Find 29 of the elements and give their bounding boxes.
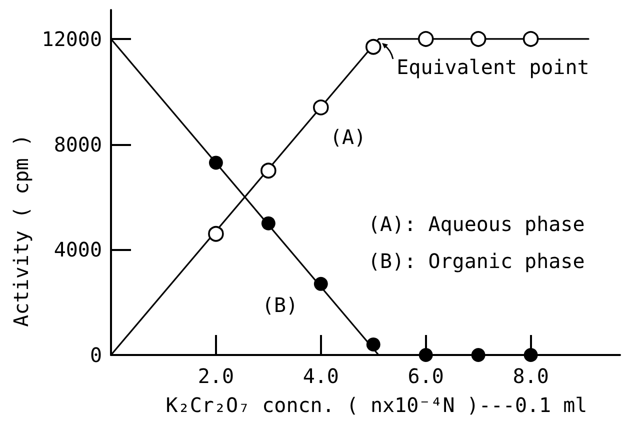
y-tick-label: 0 <box>90 343 102 367</box>
y-tick-label: 4000 <box>54 238 102 262</box>
point <box>208 226 224 242</box>
annotation: (B): Organic phase <box>368 249 585 273</box>
x-tick-label: 4.0 <box>302 364 339 388</box>
annotation: (B) <box>262 293 298 317</box>
annotation: Equivalent point <box>396 54 590 79</box>
annotation: (A): Aqueous phase <box>368 212 585 236</box>
point <box>522 31 539 47</box>
point <box>365 38 382 55</box>
x-axis-title: K₂Cr₂O₇ concn. ( nx10⁻⁴N )---0.1 ml <box>166 393 588 417</box>
point <box>314 276 328 291</box>
point <box>260 162 276 179</box>
point <box>208 156 223 170</box>
point <box>313 100 329 116</box>
point <box>366 337 380 352</box>
y-axis-title: Activity ( cpm ) <box>8 134 33 327</box>
annotation: (A) <box>330 125 366 149</box>
x-tick-label: 8.0 <box>512 364 549 388</box>
point <box>471 348 486 362</box>
y-tick-label: 8000 <box>54 132 102 156</box>
point <box>418 31 434 47</box>
point <box>418 348 433 362</box>
y-tick-label: 12000 <box>42 26 102 51</box>
point <box>261 216 276 230</box>
point <box>470 31 486 47</box>
x-tick-label: 2.0 <box>198 364 234 388</box>
x-tick-label: 6.0 <box>408 364 444 388</box>
point <box>524 348 538 362</box>
